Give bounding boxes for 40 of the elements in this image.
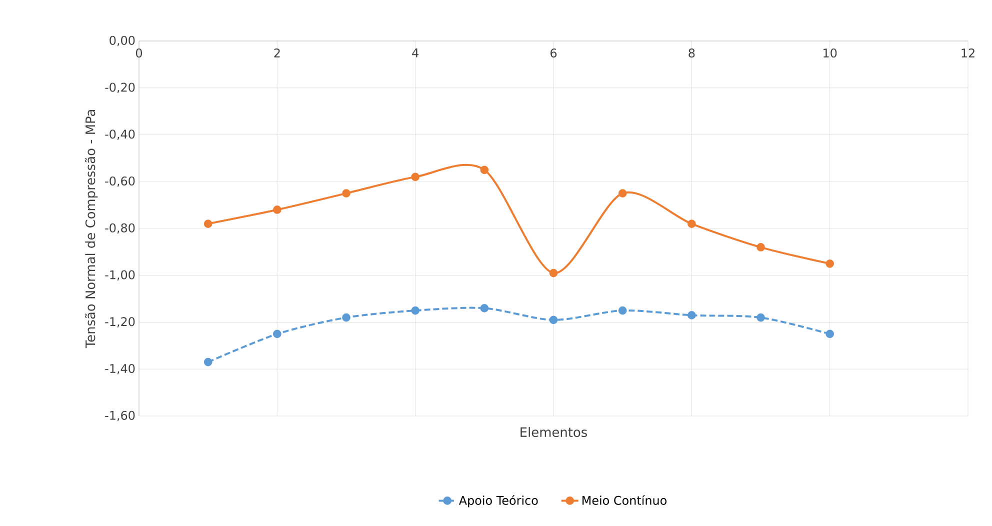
point (549, 316, 558, 324)
point (480, 304, 489, 312)
x-tick-label: 6 (550, 48, 557, 58)
y-tick-label: -0,20 (105, 82, 135, 94)
point (480, 166, 489, 174)
x-tick-label: 2 (274, 48, 280, 58)
point (411, 306, 420, 315)
y-tick-label: 0,00 (110, 36, 135, 46)
legend-label: Apoio Teórico (458, 495, 538, 508)
x-axis-title: Elementos (520, 427, 588, 438)
point (826, 259, 834, 268)
legend-label: Meio Contínuo (582, 495, 667, 505)
point (618, 189, 627, 198)
point (342, 189, 350, 198)
y-tick-label: -0,80 (105, 223, 135, 234)
x-tick-label: 12 (962, 48, 974, 58)
point (549, 268, 558, 278)
point (272, 206, 282, 214)
point (756, 313, 765, 322)
y-tick-label: -1,40 (105, 364, 135, 374)
point (687, 311, 696, 320)
x-tick-label: 0 (136, 48, 142, 58)
point (204, 220, 212, 228)
x-tick-label: 10 (824, 48, 837, 58)
x-tick-label: 4 (412, 48, 418, 58)
y-tick-label: -0,40 (105, 130, 135, 140)
point (756, 243, 765, 252)
point (687, 220, 696, 228)
point (618, 306, 627, 315)
y-axis-title: Tensão Normal de Compressão - MPa (84, 110, 98, 348)
point (204, 358, 212, 366)
y-tick-label: -1,60 (105, 410, 135, 422)
x-tick-label: 8 (688, 48, 695, 58)
y-tick-label: -1,20 (105, 317, 135, 328)
point (826, 330, 834, 338)
point (272, 330, 282, 338)
point (411, 172, 420, 182)
y-tick-label: -0,60 (105, 176, 135, 187)
y-tick-label: -1,00 (105, 270, 135, 281)
point (342, 313, 350, 322)
